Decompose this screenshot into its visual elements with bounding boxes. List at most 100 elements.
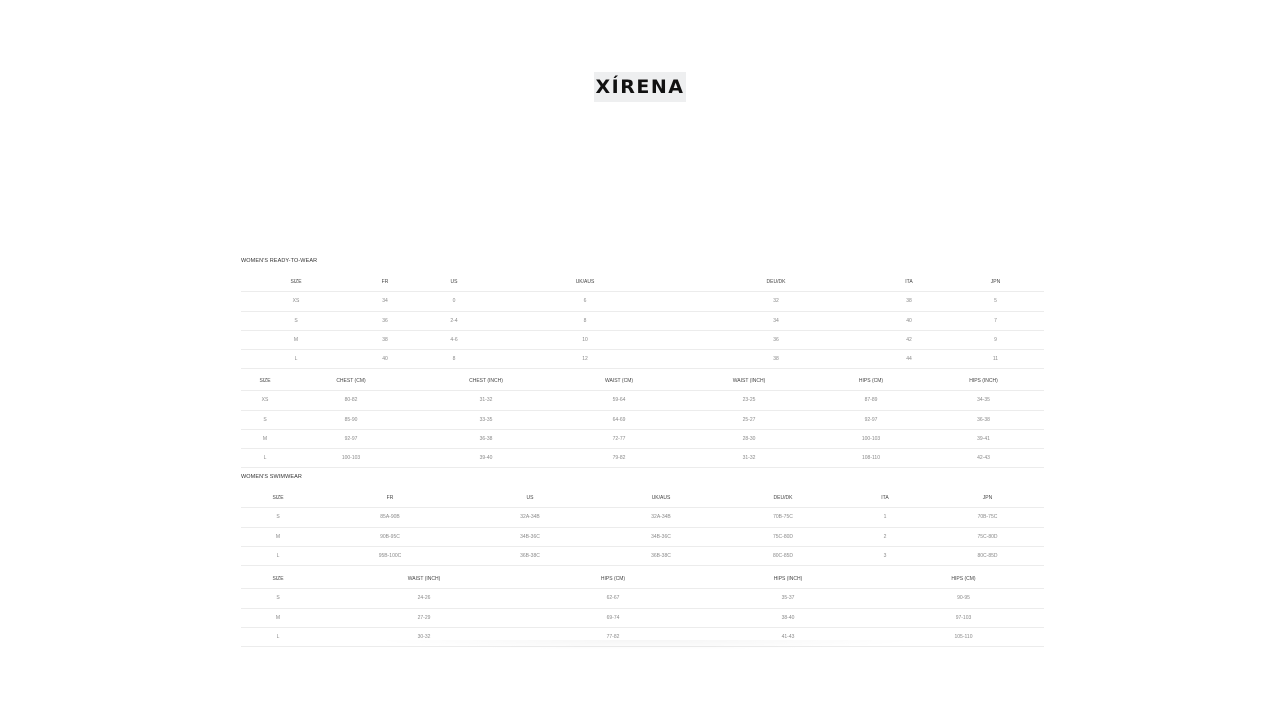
table-cell: 72-77 <box>559 429 679 450</box>
column-header: HIPS (INCH) <box>923 372 1044 392</box>
table-cell: 40 <box>351 349 419 370</box>
size-conversion-table-ready-to-wear: SIZE FR US UK/AUS DEU/DK ITA JPN XS 34 0 6 32 38 5 S 36… <box>241 273 1044 370</box>
column-header: US <box>419 273 489 293</box>
column-header: US <box>465 489 595 509</box>
table-cell: M <box>241 330 351 351</box>
table-cell: 97-103 <box>883 608 1044 628</box>
table-cell: 2-4 <box>419 311 489 331</box>
table-cell: 42-43 <box>923 448 1044 469</box>
table-cell: 85A-90B <box>315 507 465 528</box>
table-cell: 35-37 <box>693 588 883 609</box>
table-cell: 77-82 <box>533 627 693 648</box>
table-row: L 30-32 77-82 41-43 105-110 <box>241 627 1044 648</box>
table-cell: 62-67 <box>533 588 693 609</box>
table-cell: 3 <box>839 546 931 567</box>
table-row: M 38 4-6 10 36 42 9 <box>241 330 1044 351</box>
table-row: M 92-97 36-38 72-77 28-30 100-103 39-41 <box>241 429 1044 450</box>
table-header-row: SIZE WAIST (INCH) HIPS (CM) HIPS (INCH) HIPS… <box>241 570 1044 590</box>
column-header: JPN <box>947 273 1044 293</box>
table-cell: 79-82 <box>559 448 679 469</box>
table-cell: 34 <box>681 311 871 331</box>
table-cell: 36B-38C <box>465 546 595 567</box>
table-cell: 92-97 <box>819 410 923 430</box>
table-row: L 95B-100C 36B-38C 36B-38C 80C-85D 3 80C-85D <box>241 546 1044 567</box>
table-cell: 34 <box>351 291 419 312</box>
table-cell: 38 <box>351 330 419 351</box>
column-header: WAIST (CM) <box>559 372 679 392</box>
table-cell: 64-69 <box>559 410 679 430</box>
table-cell: 105-110 <box>883 627 1044 648</box>
table-cell: 1 <box>839 507 931 528</box>
brand-logo[interactable]: XÍRENA <box>594 72 686 102</box>
column-header: DEU/DK <box>681 273 871 293</box>
column-header: SIZE <box>241 372 289 392</box>
table-cell: 4-6 <box>419 330 489 351</box>
column-header: UK/AUS <box>489 273 681 293</box>
table-cell: 38 <box>871 291 947 312</box>
section-title-swimwear: WOMEN'S SWIMWEAR <box>241 474 303 480</box>
table-cell: 87-89 <box>819 390 923 411</box>
table-cell: 70B-75C <box>727 507 839 528</box>
column-header: CHEST (INCH) <box>413 372 559 392</box>
table-cell: XS <box>241 291 351 312</box>
column-header: FR <box>351 273 419 293</box>
table-cell: 32 <box>681 291 871 312</box>
table-header-row: SIZE CHEST (CM) CHEST (INCH) WAIST (CM) WAIS… <box>241 372 1044 392</box>
table-row: XS 80-82 31-32 59-64 23-25 87-89 34-35 <box>241 390 1044 411</box>
column-header: UK/AUS <box>595 489 727 509</box>
table-cell: 2 <box>839 527 931 547</box>
table-cell: S <box>241 311 351 331</box>
table-cell: 36B-38C <box>595 546 727 567</box>
column-header: HIPS (INCH) <box>693 570 883 590</box>
measurements-table-swimwear: SIZE WAIST (INCH) HIPS (CM) HIPS (INCH) HIPS… <box>241 570 1044 648</box>
table-cell: 69-74 <box>533 608 693 628</box>
table-row: XS 34 0 6 32 38 5 <box>241 291 1044 312</box>
table-cell: 8 <box>489 311 681 331</box>
table-cell: L <box>241 448 289 469</box>
table-cell: 34B-36C <box>465 527 595 547</box>
table-cell: L <box>241 546 315 567</box>
table-cell: 92-97 <box>289 429 413 450</box>
table-cell: 5 <box>947 291 1044 312</box>
table-cell: S <box>241 588 315 609</box>
column-header: CHEST (CM) <box>289 372 413 392</box>
column-header: HIPS (CM) <box>883 570 1044 590</box>
column-header: ITA <box>839 489 931 509</box>
table-cell: 100-103 <box>819 429 923 450</box>
table-row: S 36 2-4 8 34 40 7 <box>241 311 1044 331</box>
table-cell: 31-32 <box>679 448 819 469</box>
table-cell: 36 <box>681 330 871 351</box>
table-header-row: SIZE FR US UK/AUS DEU/DK ITA JPN <box>241 489 1044 509</box>
table-header-row: SIZE FR US UK/AUS DEU/DK ITA JPN <box>241 273 1044 293</box>
table-cell: 38-40 <box>693 608 883 628</box>
table-cell: S <box>241 410 289 430</box>
table-row: S 85A-90B 32A-34B 32A-34B 70B-75C 1 70B-75C <box>241 507 1044 528</box>
table-cell: 34B-36C <box>595 527 727 547</box>
table-cell: 80C-85D <box>727 546 839 567</box>
column-header: HIPS (CM) <box>533 570 693 590</box>
table-row: L 100-103 39-40 79-82 31-32 108-110 42-43 <box>241 448 1044 469</box>
table-cell: 32A-34B <box>595 507 727 528</box>
table-cell: 108-110 <box>819 448 923 469</box>
table-cell: 80-82 <box>289 390 413 411</box>
table-cell: 30-32 <box>315 627 533 648</box>
table-cell: 80C-85D <box>931 546 1044 567</box>
column-header: WAIST (INCH) <box>315 570 533 590</box>
table-cell: 100-103 <box>289 448 413 469</box>
table-cell: 23-25 <box>679 390 819 411</box>
table-cell: 42 <box>871 330 947 351</box>
section-title-ready-to-wear: WOMEN'S READY-TO-WEAR <box>241 258 318 264</box>
table-cell: 85-90 <box>289 410 413 430</box>
table-cell: XS <box>241 390 289 411</box>
table-cell: 39-40 <box>413 448 559 469</box>
table-cell: S <box>241 507 315 528</box>
column-header: SIZE <box>241 273 351 293</box>
table-cell: 75C-80D <box>727 527 839 547</box>
table-cell: 36 <box>351 311 419 331</box>
column-header: DEU/DK <box>727 489 839 509</box>
table-row: L 40 8 12 38 44 11 <box>241 349 1044 370</box>
table-cell: 59-64 <box>559 390 679 411</box>
table-cell: 31-32 <box>413 390 559 411</box>
table-cell: 6 <box>489 291 681 312</box>
table-cell: L <box>241 627 315 648</box>
